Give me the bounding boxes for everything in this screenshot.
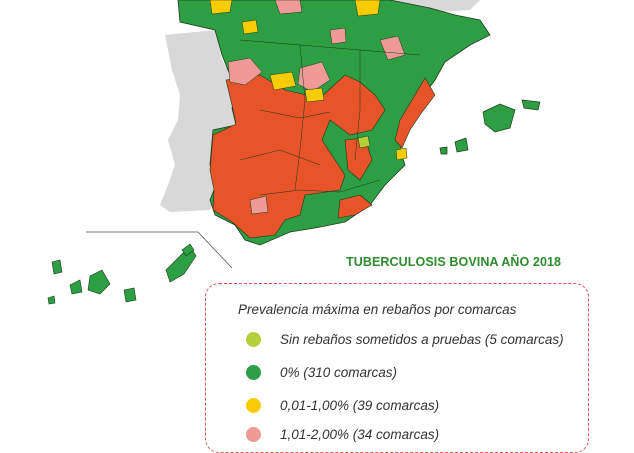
no-herds-patch [357,135,371,149]
canary-inset-border [86,231,233,269]
map-title: TUBERCULOSIS BOVINA AÑO 2018 [346,255,562,269]
region-high-east [394,77,436,149]
legend-dot [246,397,261,413]
legend-item-low: 0,01-1,00% (39 comarcas) [246,395,439,415]
region-high-south [337,194,373,219]
legend-dot [246,364,261,380]
comarca-borders [239,39,421,196]
portugal-region [160,30,236,212]
legend-label: 0% (310 comarcas) [280,364,398,380]
legend-heading: Prevalencia máxima en rebaños por comarc… [238,302,517,317]
legend-item-zero: 0% (310 comarcas) [246,362,397,382]
legend-label: Sin rebaños sometidos a pruebas (5 comar… [280,331,564,347]
legend-dot [246,331,261,347]
canary-islands [47,243,197,305]
legend-label: 1,01-2,00% (34 comarcas) [280,426,440,442]
yellow-patches [209,0,408,161]
legend-item-medium: 1,01-2,00% (34 comarcas) [246,424,439,444]
legend-dot [246,426,261,442]
pink-patches [227,0,406,215]
spain-comarcas-map [47,0,541,305]
balearic-islands [439,99,541,155]
legend-item-no-herds: Sin rebaños sometidos a pruebas (5 comar… [246,329,564,349]
legend-label: 0,01-1,00% (39 comarcas) [280,397,440,413]
